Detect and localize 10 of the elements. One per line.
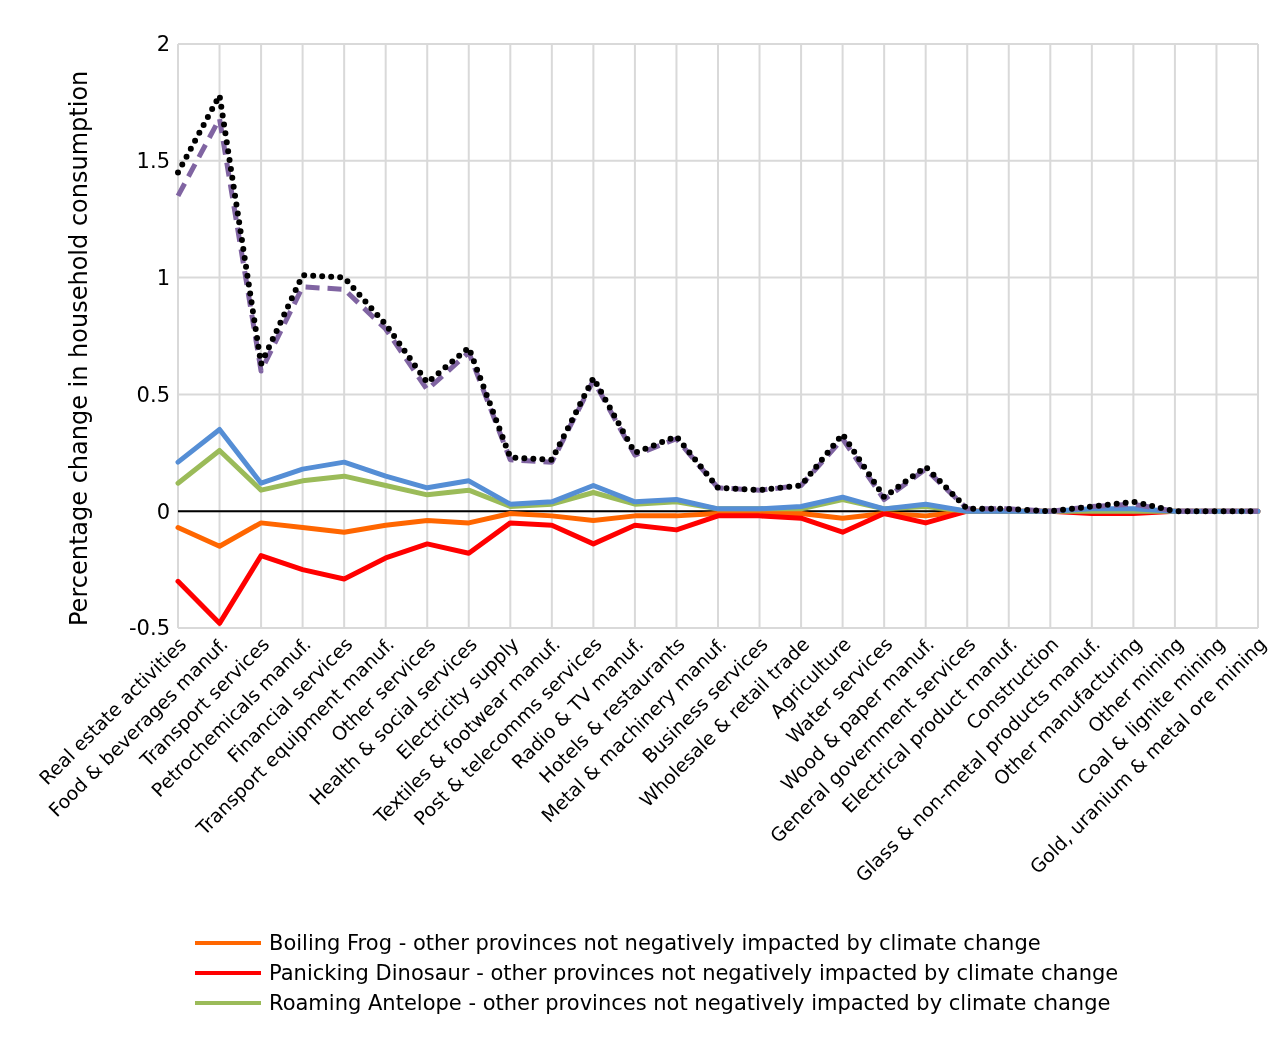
y-tick-label: 0.5 bbox=[136, 382, 170, 407]
y-axis-title: Percentage change in household consumption bbox=[64, 70, 93, 626]
y-tick-label: 2 bbox=[156, 32, 170, 57]
legend-label: Panicking Dinosaur - other provinces not negatively impacted by climate change bbox=[269, 960, 1119, 987]
y-tick-label: 1.5 bbox=[136, 149, 170, 174]
y-tick-label: 0 bbox=[156, 499, 170, 524]
y-tick-label: -0.5 bbox=[129, 616, 170, 641]
legend-label: Boiling Frog - other provinces not negatively impacted by climate change bbox=[269, 930, 1041, 957]
y-tick-label: 1 bbox=[156, 266, 170, 291]
legend-label: Roaming Antelope - other provinces not negatively impacted by climate change bbox=[269, 990, 1111, 1017]
